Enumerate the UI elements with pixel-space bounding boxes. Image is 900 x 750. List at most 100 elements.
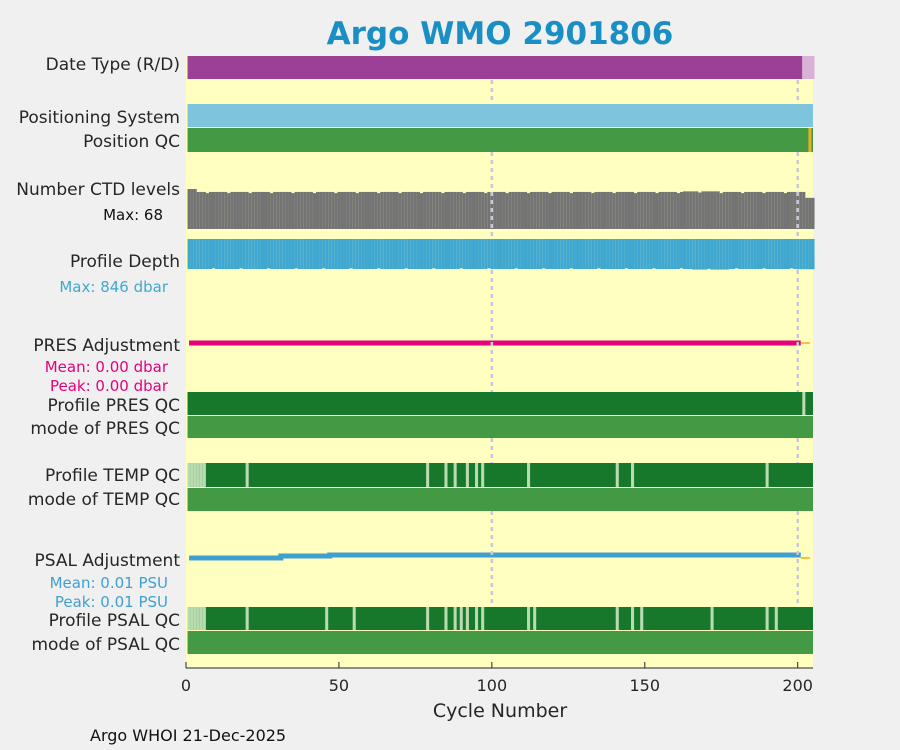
profile-depth-bar <box>511 239 515 270</box>
profile-depth-bar <box>799 239 803 270</box>
profile-depth-bar <box>765 239 769 270</box>
date-type-realtime-bar <box>187 56 803 79</box>
ctd-levels-bar <box>208 191 212 229</box>
profile-depth-bar <box>634 239 638 270</box>
ctd-levels-bar <box>799 191 803 229</box>
profile-depth-bar <box>621 239 625 270</box>
profile-depth-bar <box>429 239 433 270</box>
mode-temp-qc-bar <box>187 488 813 511</box>
profile-depth-bar <box>695 239 699 270</box>
chart-title: Argo WMO 2901806 <box>327 16 674 52</box>
ctd-levels-bar <box>297 191 301 229</box>
ctd-levels-bar <box>539 191 543 229</box>
ctd-levels-bar <box>395 191 399 229</box>
profile-depth-bar <box>383 239 387 270</box>
ctd-levels-bar <box>364 191 368 229</box>
profile-depth-bar <box>557 239 561 270</box>
ctd-levels-bar <box>328 191 332 229</box>
ctd-levels-bar <box>260 191 264 229</box>
ctd-levels-bar <box>545 191 549 229</box>
ctd-levels-bar <box>340 191 344 229</box>
ctd-levels-bar <box>285 191 289 229</box>
profile-depth-bar <box>750 239 754 270</box>
ctd-levels-bar <box>248 193 252 229</box>
profile-depth-bar <box>426 239 430 270</box>
ctd-levels-bar <box>343 191 347 229</box>
profile-depth-bar <box>523 239 528 270</box>
profile-temp-qc-flag <box>202 463 206 487</box>
ctd-levels-bar <box>728 191 732 229</box>
ctd-levels-bar <box>579 191 583 229</box>
profile-depth-bar <box>612 239 616 270</box>
ctd-levels-bar <box>719 193 723 229</box>
profile-depth-bar <box>725 239 729 270</box>
profile-depth-bar <box>569 239 573 269</box>
profile-depth-bar <box>343 239 347 270</box>
profile-depth-bar <box>325 239 329 270</box>
mode-pres-qc-bar <box>187 416 813 438</box>
profile-psal-qc-flag <box>352 607 356 630</box>
profile-depth-bar <box>416 239 420 270</box>
ctd-levels-bar <box>731 191 736 229</box>
position-qc-flag <box>808 128 812 152</box>
profile-depth-bar <box>790 239 794 269</box>
ctd-levels-bar <box>380 191 384 229</box>
profile-depth-bar <box>683 239 687 270</box>
profile-depth-bar <box>187 239 191 270</box>
profile-depth-bar <box>548 239 552 270</box>
plot-area <box>186 56 813 668</box>
ctd-levels-bar <box>594 191 598 229</box>
profile-depth-bar <box>530 239 534 270</box>
label-psal-adjustment: PSAL Adjustment <box>35 551 181 571</box>
profile-psal-qc-flag <box>444 607 448 630</box>
profile-depth-bar <box>205 239 209 270</box>
profile-depth-bar <box>496 239 500 270</box>
label-mode-psal-qc: mode of PSAL QC <box>31 635 180 655</box>
ctd-levels-bar <box>679 191 684 229</box>
profile-depth-bar <box>447 239 451 270</box>
ctd-levels-bar <box>790 191 794 229</box>
ctd-levels-bar <box>416 191 420 229</box>
ctd-levels-bar <box>597 191 601 229</box>
ctd-levels-bar <box>334 193 338 229</box>
ctd-levels-bar <box>735 191 739 229</box>
profile-depth-bar <box>692 239 696 270</box>
ctd-levels-bar <box>383 191 387 229</box>
ctd-levels-bar <box>398 193 402 229</box>
label-mode-temp-qc: mode of TEMP QC <box>28 490 180 510</box>
profile-depth-bar <box>419 239 424 270</box>
profile-depth-bar <box>291 239 295 270</box>
profile-pres-qc-bar <box>187 392 813 415</box>
profile-depth-bar <box>603 239 607 270</box>
profile-depth-bar <box>777 239 781 270</box>
profile-depth-bar <box>710 239 714 270</box>
profile-depth-bar <box>811 239 815 270</box>
profile-depth-bar <box>251 239 255 270</box>
profile-depth-bar <box>649 239 653 270</box>
psal-mean-text: Mean: 0.01 PSU <box>50 574 168 592</box>
ctd-levels-bar <box>536 191 540 229</box>
position-qc-bar <box>187 128 813 152</box>
ctd-levels-bar <box>270 193 274 229</box>
ctd-levels-bar <box>288 191 292 229</box>
label-date-type: Date Type (R/D) <box>46 55 180 75</box>
profile-temp-qc-flag <box>453 463 457 487</box>
profile-depth-bar <box>762 239 766 269</box>
label-profile-depth: Profile Depth <box>70 252 180 272</box>
profile-depth-bar <box>508 239 512 270</box>
profile-depth-bar <box>572 239 576 270</box>
ctd-levels-bar <box>698 192 702 229</box>
profile-depth-bar <box>300 239 304 270</box>
profile-depth-bar <box>698 239 702 270</box>
profile-depth-bar <box>218 239 222 270</box>
ctd-levels-bar <box>563 191 567 229</box>
profile-depth-bar <box>771 239 775 270</box>
profile-depth-bar <box>208 239 212 270</box>
profile-depth-bar <box>227 239 231 270</box>
profile-depth-bar <box>465 239 469 270</box>
profile-depth-bar <box>759 239 763 270</box>
profile-depth-bar <box>364 239 368 270</box>
profile-depth-bar <box>735 239 739 269</box>
ctd-levels-bar <box>441 193 445 229</box>
profile-depth-bar <box>738 239 742 270</box>
